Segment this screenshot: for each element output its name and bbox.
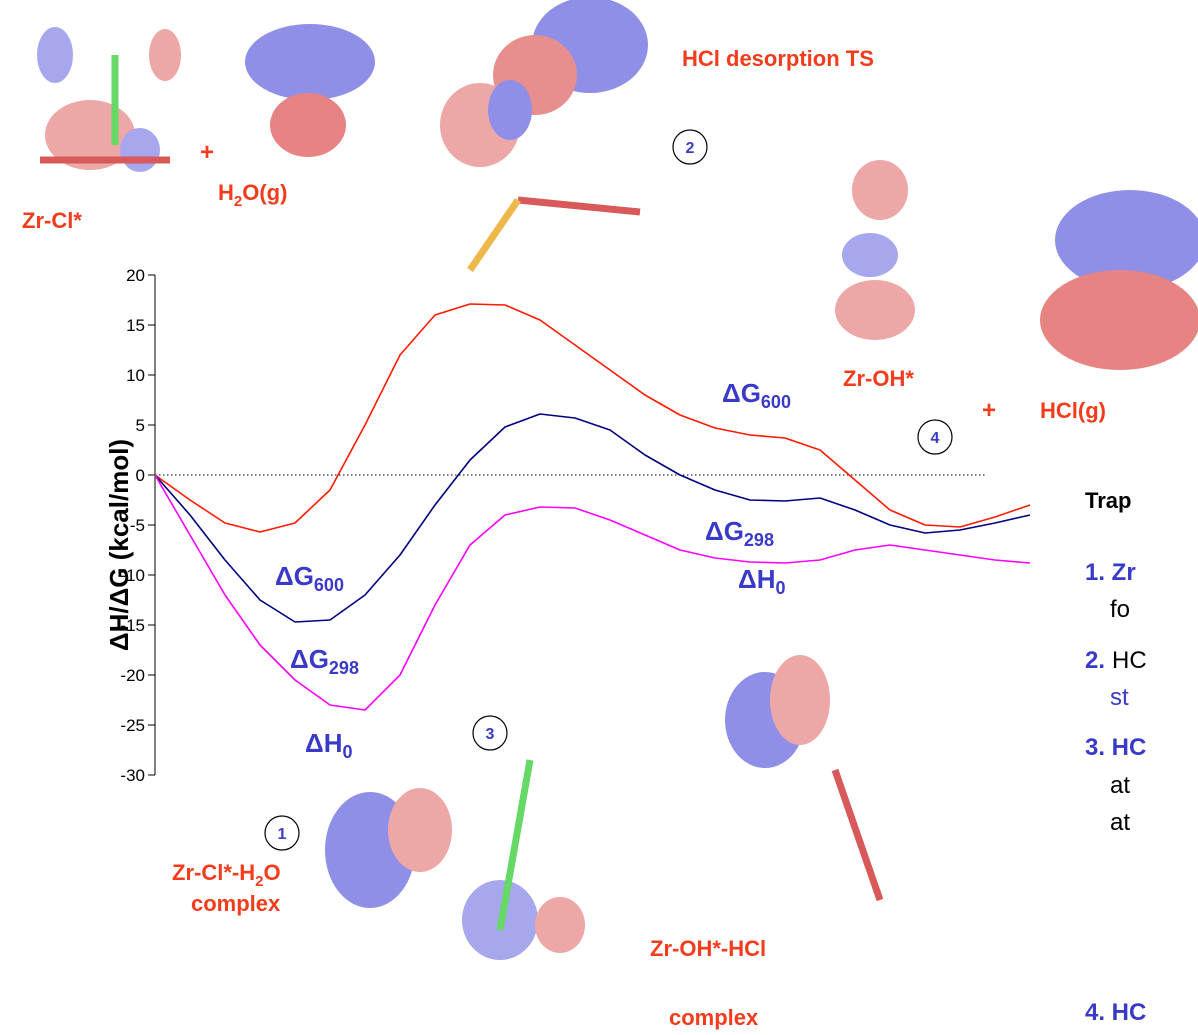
y-tick-label: -30 xyxy=(120,766,145,785)
series-line xyxy=(155,304,1030,532)
curve-label-text: ΔG xyxy=(705,516,744,546)
annotation-text: H xyxy=(218,180,234,205)
note: 1. Zr xyxy=(1085,559,1136,586)
note: HC xyxy=(1112,647,1147,674)
annotation: complex xyxy=(191,891,281,916)
annotation-text: Zr-OH* xyxy=(843,366,914,391)
annotation: complex xyxy=(669,1005,759,1030)
curve-label-sub: 600 xyxy=(314,575,344,595)
annotation-text: Zr-Cl*-H xyxy=(172,860,255,885)
y-tick-label: -15 xyxy=(120,616,145,635)
y-tick-label: 15 xyxy=(126,316,145,335)
annotation-text: Zr-OH*-HCl xyxy=(650,936,766,961)
annotation-text: O xyxy=(263,860,280,885)
curve-label-text: ΔH xyxy=(305,728,342,758)
notes-heading: Trap xyxy=(1085,488,1131,513)
curve-label: ΔG298 xyxy=(290,644,359,678)
curve-label-sub: 298 xyxy=(329,658,359,678)
note: at xyxy=(1110,809,1130,836)
annotation: HCl desorption TS xyxy=(682,46,874,71)
annotation-text: HCl(g) xyxy=(1040,398,1106,423)
note: 4. HC xyxy=(1085,999,1146,1026)
note: st xyxy=(1110,684,1129,711)
curve-label-text: ΔG xyxy=(275,561,314,591)
annotation: Zr-Cl*-H2O xyxy=(172,860,281,890)
curve-label-text: ΔH xyxy=(738,564,775,594)
annotation: Zr-OH*-HCl xyxy=(650,936,766,961)
curve-label-text: ΔG xyxy=(722,378,761,408)
y-tick-label: -20 xyxy=(120,666,145,685)
annotation: + xyxy=(982,397,996,424)
annotation-text: complex xyxy=(191,891,281,916)
note: fo xyxy=(1110,596,1130,623)
curve-label-sub: 0 xyxy=(342,742,352,762)
step-number: 4 xyxy=(931,430,940,447)
y-tick-label: -10 xyxy=(120,566,145,585)
y-tick-label: 20 xyxy=(126,266,145,285)
annotation-text: HCl desorption TS xyxy=(682,46,874,71)
annotation-text: + xyxy=(200,139,214,166)
y-tick-label: 0 xyxy=(136,466,145,485)
y-tick-label: 10 xyxy=(126,366,145,385)
y-tick-label: 5 xyxy=(136,416,145,435)
step-number: 2 xyxy=(686,140,695,157)
curve-label: ΔG600 xyxy=(722,378,791,412)
series-line xyxy=(155,475,1030,710)
curve-label: ΔH0 xyxy=(738,564,785,598)
slide: ΔH/ΔG (kcal/mol) Trap 1. Zr fo 2. HC st … xyxy=(0,0,1198,1035)
annotation-sub: 2 xyxy=(255,873,263,890)
notes: Trap 1. Zr fo 2. HC st 3. HC at at 4. HC xyxy=(1085,488,1147,1026)
curve-label-sub: 600 xyxy=(761,392,791,412)
annotation-text: complex xyxy=(669,1005,759,1030)
note: 3. HC xyxy=(1085,734,1146,761)
note: at xyxy=(1110,772,1130,799)
annotation: HCl(g) xyxy=(1040,398,1106,423)
annotation-text: O(g) xyxy=(242,180,287,205)
step-number: 3 xyxy=(486,726,495,743)
annotation-text: Zr-Cl* xyxy=(22,208,82,233)
curve-label: ΔG298 xyxy=(705,516,774,550)
annotation: Zr-OH* xyxy=(843,366,914,391)
y-tick-label: -25 xyxy=(120,716,145,735)
y-tick-label: -5 xyxy=(130,516,145,535)
curve-label: ΔG600 xyxy=(275,561,344,595)
curve-label-text: ΔG xyxy=(290,644,329,674)
annotation: H2O(g) xyxy=(218,180,287,210)
annotation-sub: 2 xyxy=(234,193,242,210)
note: 2. xyxy=(1085,647,1105,674)
annotation-text: + xyxy=(982,397,996,424)
curve-label-sub: 298 xyxy=(744,530,774,550)
curve-label: ΔH0 xyxy=(305,728,352,762)
curve-label-sub: 0 xyxy=(775,578,785,598)
step-number: 1 xyxy=(278,826,287,843)
annotation: Zr-Cl* xyxy=(22,208,82,233)
annotation: + xyxy=(200,139,214,166)
